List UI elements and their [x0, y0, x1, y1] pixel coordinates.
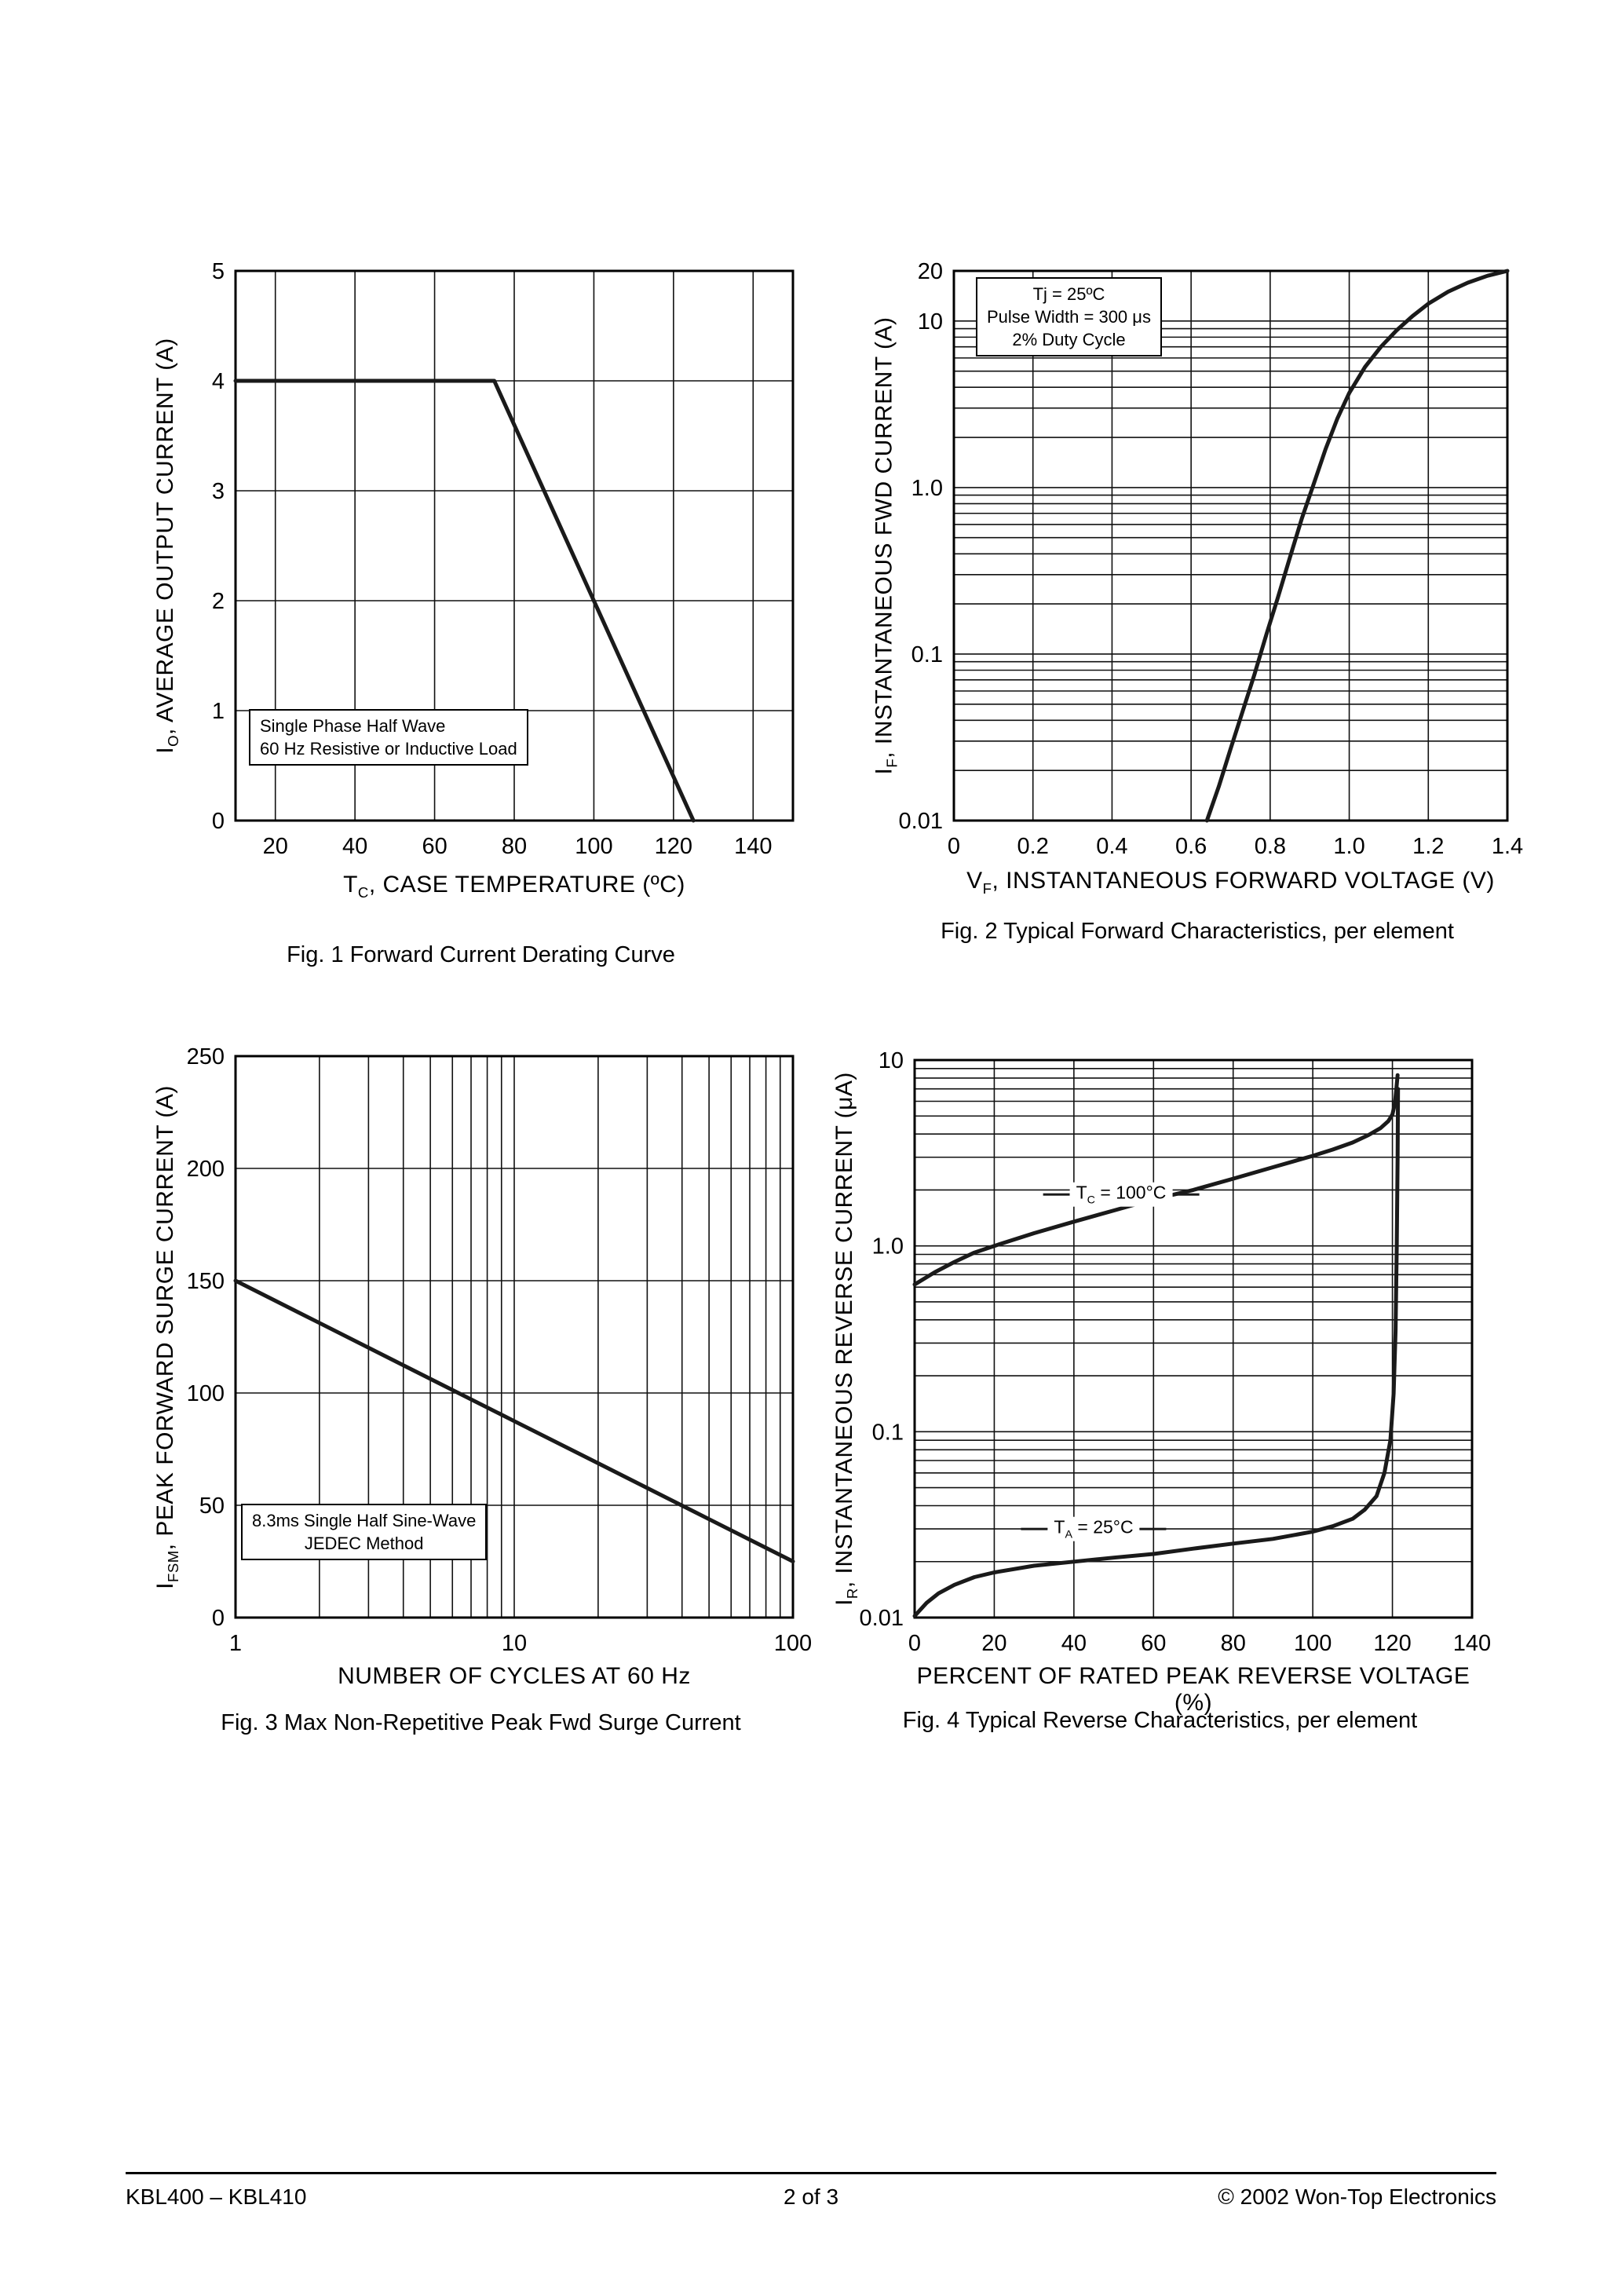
svg-text:80: 80	[502, 834, 527, 859]
svg-text:0.4: 0.4	[1096, 834, 1127, 859]
svg-text:50: 50	[199, 1493, 225, 1519]
svg-text:20: 20	[263, 834, 288, 859]
svg-text:1.0: 1.0	[911, 476, 943, 501]
svg-text:60: 60	[422, 834, 447, 859]
svg-text:10: 10	[918, 309, 943, 335]
annotation-line: Single Phase Half Wave	[260, 716, 446, 736]
svg-text:0.01: 0.01	[899, 809, 943, 834]
svg-text:1: 1	[229, 1631, 242, 1656]
svg-text:120: 120	[1373, 1631, 1411, 1656]
svg-text:0.6: 0.6	[1175, 834, 1207, 859]
svg-text:10: 10	[502, 1631, 527, 1656]
footer-copyright: © 2002 Won-Top Electronics	[1218, 2184, 1496, 2209]
fig4-label-tc100: TC = 100°C	[1043, 1182, 1200, 1207]
leader-line	[1139, 1527, 1167, 1530]
fig4-plot-area: 0 20 40 60 80 100 120 140 10 1.0 0.1 0.01	[824, 1040, 1496, 1680]
svg-text:140: 140	[734, 834, 772, 859]
svg-text:0.1: 0.1	[872, 1420, 904, 1445]
footer-rule	[126, 2172, 1496, 2174]
annotation-line: 2% Duty Cycle	[1012, 330, 1126, 349]
svg-text:20: 20	[981, 1631, 1006, 1656]
svg-text:120: 120	[655, 834, 692, 859]
fig2-caption: Fig. 2 Typical Forward Characteristics, …	[941, 919, 1454, 944]
leader-line	[1043, 1193, 1070, 1196]
annotation-line: Pulse Width = 300 μs	[987, 307, 1151, 327]
svg-text:100: 100	[774, 1631, 812, 1656]
svg-text:100: 100	[1294, 1631, 1332, 1656]
svg-text:0: 0	[212, 1606, 225, 1631]
svg-text:1.0: 1.0	[872, 1234, 904, 1260]
svg-text:4: 4	[212, 369, 225, 394]
fig1-annotation: Single Phase Half Wave 60 Hz Resistive o…	[249, 709, 528, 766]
fig3-caption: Fig. 3 Max Non-Repetitive Peak Fwd Surge…	[221, 1710, 741, 1735]
svg-text:200: 200	[187, 1157, 225, 1182]
fig1-caption: Fig. 1 Forward Current Derating Curve	[287, 942, 675, 967]
svg-text:0: 0	[212, 809, 225, 834]
footer-page-number: 2 of 3	[783, 2184, 839, 2209]
svg-text:0: 0	[908, 1631, 921, 1656]
fig3-annotation: 8.3ms Single Half Sine-Wave JEDEC Method	[241, 1504, 488, 1560]
fig2-x-axis-label: VF, INSTANTANEOUS FORWARD VOLTAGE (V)	[966, 868, 1495, 897]
curve-label-text: TC = 100°C	[1069, 1182, 1173, 1207]
svg-text:60: 60	[1141, 1631, 1166, 1656]
svg-text:10: 10	[879, 1048, 904, 1073]
svg-text:140: 140	[1453, 1631, 1491, 1656]
fig2-annotation: Tj = 25ºC Pulse Width = 300 μs 2% Duty C…	[976, 277, 1162, 356]
svg-text:40: 40	[342, 834, 367, 859]
leader-line	[1172, 1193, 1200, 1196]
fig2-plot-area: 0 0.2 0.4 0.6 0.8 1.0 1.2 1.4 20 10 1.0 0.1 0.01	[864, 251, 1531, 883]
svg-text:0.2: 0.2	[1017, 834, 1049, 859]
fig3-surge-current-chart: IFSM, PEAK FORWARD SURGE CURRENT (A) 1 10…	[145, 1036, 816, 1790]
svg-text:250: 250	[187, 1044, 225, 1069]
svg-text:2: 2	[212, 589, 225, 614]
fig3-x-axis-label: NUMBER OF CYCLES AT 60 Hz	[338, 1663, 691, 1689]
annotation-line: 60 Hz Resistive or Inductive Load	[260, 739, 517, 759]
svg-text:20: 20	[918, 259, 943, 284]
svg-text:40: 40	[1061, 1631, 1087, 1656]
fig2-forward-characteristics-chart: IF, INSTANTANEOUS FWD CURRENT (A) 0 0.2 0.…	[864, 251, 1531, 1005]
fig1-plot-area: 20 40 60 80 100 120 140 0 1 2 3 4 5	[145, 251, 816, 883]
svg-text:1.2: 1.2	[1412, 834, 1444, 859]
leader-line	[1021, 1527, 1048, 1530]
svg-text:5: 5	[212, 259, 225, 284]
fig4-reverse-characteristics-chart: IR, INSTANTANEOUS REVERSE CURRENT (μA) 0…	[824, 1040, 1496, 1794]
annotation-line: 8.3ms Single Half Sine-Wave	[252, 1511, 477, 1530]
svg-text:1.4: 1.4	[1492, 834, 1523, 859]
fig1-forward-current-derating-chart: IO, AVERAGE OUTPUT CURRENT (A) 20 40 60 80 1…	[145, 251, 816, 1005]
svg-text:3: 3	[212, 479, 225, 504]
svg-text:1.0: 1.0	[1333, 834, 1364, 859]
svg-text:0.8: 0.8	[1255, 834, 1286, 859]
fig4-x-axis-label: PERCENT OF RATED PEAK REVERSE VOLTAGE (%…	[916, 1663, 1470, 1716]
svg-text:80: 80	[1221, 1631, 1246, 1656]
svg-text:100: 100	[187, 1381, 225, 1406]
fig4-label-ta25: TA = 25°C	[1021, 1516, 1167, 1541]
annotation-line: JEDEC Method	[304, 1534, 424, 1553]
svg-text:1: 1	[212, 699, 225, 724]
svg-text:0.01: 0.01	[860, 1606, 904, 1631]
fig4-caption: Fig. 4 Typical Reverse Characteristics, …	[902, 1708, 1418, 1733]
curve-label-text: TA = 25°C	[1047, 1516, 1140, 1541]
svg-text:100: 100	[575, 834, 612, 859]
fig3-plot-area: 1 10 100 0 50 100 150 200 250	[145, 1036, 816, 1680]
svg-text:150: 150	[187, 1269, 225, 1294]
svg-text:0: 0	[948, 834, 960, 859]
fig1-x-axis-label: TC, CASE TEMPERATURE (ºC)	[343, 872, 685, 901]
annotation-line: Tj = 25ºC	[1032, 284, 1105, 304]
svg-text:0.1: 0.1	[911, 642, 943, 667]
footer-part-number: KBL400 – KBL410	[126, 2184, 307, 2209]
